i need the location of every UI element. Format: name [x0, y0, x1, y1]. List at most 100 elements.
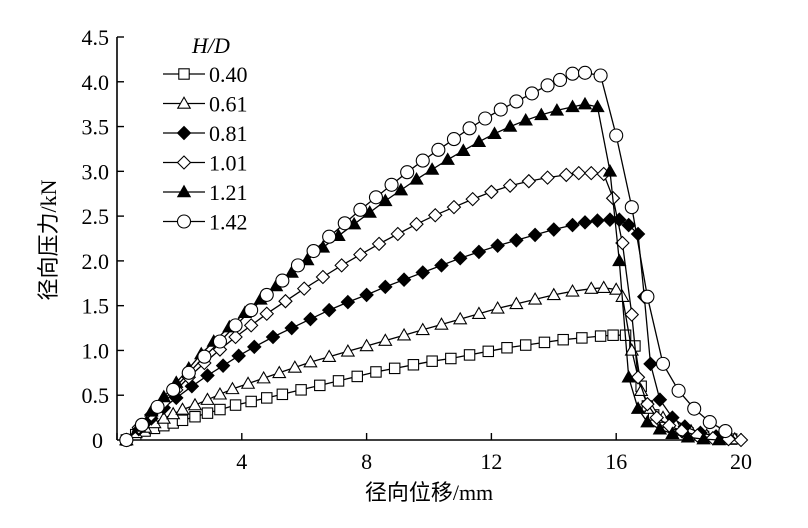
data-point — [400, 165, 415, 180]
data-point — [225, 381, 240, 395]
y-tick-label: 2.5 — [82, 204, 110, 229]
data-point — [583, 165, 599, 181]
legend-item: 0.61 — [163, 92, 248, 117]
data-point — [471, 134, 487, 148]
data-point — [596, 280, 611, 293]
data-point — [378, 333, 393, 346]
data-point — [166, 382, 181, 397]
data-point — [552, 72, 568, 88]
data-point — [415, 153, 430, 168]
legend-marker — [176, 96, 192, 109]
data-point — [462, 121, 477, 136]
data-point — [557, 333, 569, 346]
data-point — [244, 303, 259, 318]
data-point — [415, 265, 431, 280]
data-point — [453, 311, 468, 325]
data-point — [303, 354, 318, 368]
data-point — [200, 392, 215, 405]
data-point — [502, 119, 518, 132]
data-point — [434, 258, 449, 273]
data-point — [396, 327, 412, 341]
data-point — [546, 287, 561, 301]
data-point — [518, 112, 533, 126]
data-point — [621, 369, 636, 383]
legend-item: 1.21 — [163, 180, 248, 205]
data-point — [261, 392, 273, 404]
data-point — [370, 366, 382, 378]
data-point — [409, 172, 424, 185]
data-point — [609, 128, 624, 143]
data-point — [378, 279, 393, 295]
data-point — [440, 152, 455, 165]
data-point — [702, 415, 717, 430]
data-point — [643, 356, 658, 372]
data-point — [390, 226, 406, 242]
data-point — [696, 431, 711, 445]
data-point — [229, 399, 242, 411]
data-point — [565, 99, 580, 113]
legend-label: 1.42 — [209, 210, 248, 235]
data-point — [540, 170, 555, 185]
legend-label: 1.01 — [209, 151, 248, 176]
data-point — [371, 236, 387, 252]
data-point — [652, 392, 668, 407]
legend-label: 0.40 — [209, 62, 248, 87]
data-point — [197, 349, 212, 364]
legend-marker — [176, 125, 192, 141]
data-point — [559, 167, 574, 183]
data-point — [409, 216, 424, 232]
data-point — [565, 217, 580, 233]
data-point — [359, 287, 374, 303]
data-point — [478, 111, 493, 126]
x-ticks: 4 8 12 16 20 — [116, 433, 752, 474]
data-point — [212, 386, 228, 400]
data-point — [340, 294, 356, 310]
data-point — [633, 383, 649, 396]
y-tick-label: 3.5 — [82, 115, 110, 140]
data-point — [471, 306, 487, 319]
data-point — [538, 336, 551, 349]
data-point — [431, 142, 446, 157]
data-point — [671, 383, 686, 398]
data-point — [534, 107, 549, 121]
data-point — [272, 365, 287, 379]
legend-label: 1.21 — [209, 180, 248, 205]
x-tick-label: 20 — [730, 449, 752, 474]
data-point — [509, 94, 524, 109]
y-tick-label: 2.0 — [82, 249, 110, 274]
y-ticks: 0.5 1.0 1.5 2.0 2.5 3.0 3.5 4.0 4.5 — [82, 25, 124, 408]
data-point — [332, 375, 345, 387]
series-0.81 — [119, 212, 736, 448]
data-point — [594, 330, 607, 342]
legend-label: 0.81 — [209, 121, 248, 146]
data-point — [426, 355, 438, 367]
legend-marker — [176, 214, 192, 229]
data-point — [359, 338, 374, 352]
data-point — [265, 329, 281, 345]
data-point — [607, 329, 619, 341]
data-point — [493, 102, 508, 117]
data-point — [630, 401, 646, 414]
data-point — [565, 66, 580, 81]
data-point — [463, 349, 476, 361]
legend-marker — [178, 68, 190, 80]
data-point — [175, 402, 190, 415]
data-point — [256, 370, 271, 384]
data-point — [384, 177, 399, 192]
y-tick-label: 1.0 — [82, 338, 110, 363]
data-point — [351, 370, 363, 383]
data-point — [446, 199, 462, 215]
data-point — [296, 281, 312, 296]
series-line — [125, 72, 726, 441]
data-point — [571, 165, 587, 181]
data-point — [201, 407, 214, 419]
data-point — [577, 96, 593, 110]
data-point — [584, 281, 599, 294]
data-point — [509, 296, 524, 310]
data-point — [259, 287, 274, 302]
legend-item: 0.81 — [163, 121, 248, 146]
data-point — [609, 282, 624, 295]
data-point — [649, 410, 665, 425]
y-tick-label: 4.5 — [82, 25, 110, 50]
data-point — [546, 222, 562, 237]
